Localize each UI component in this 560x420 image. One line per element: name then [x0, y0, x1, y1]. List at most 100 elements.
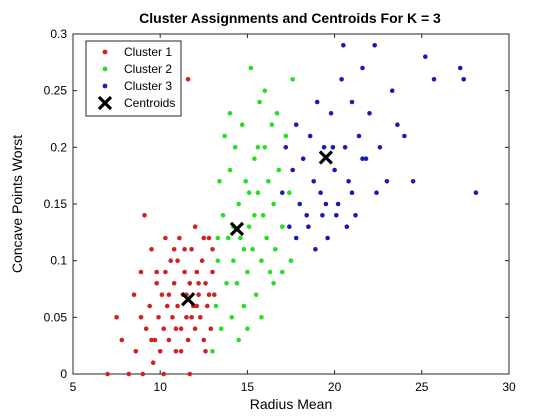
cluster-1-point	[173, 349, 179, 354]
x-axis-label: Radius Mean	[250, 396, 333, 412]
cluster-3-point	[374, 190, 379, 195]
cluster-2-point	[248, 65, 254, 71]
x-tick-label: 15	[241, 380, 255, 394]
cluster-3-point	[346, 179, 351, 184]
cluster-2-point	[283, 133, 289, 139]
cluster-3-point	[423, 54, 428, 59]
x-tick-label: 20	[328, 380, 342, 394]
cluster-2-point	[267, 269, 273, 275]
y-tick-label: 0	[60, 367, 67, 381]
cluster-2-point	[224, 281, 229, 286]
cluster-2-point	[246, 224, 252, 229]
cluster-1-point	[201, 337, 207, 343]
cluster-2-point	[253, 292, 259, 298]
cluster-1-point	[175, 258, 180, 264]
cluster-3-point	[341, 43, 346, 48]
cluster-1-point	[182, 247, 187, 252]
cluster-1-point	[178, 326, 184, 332]
cluster-2-point	[241, 247, 247, 252]
cluster-1-point	[203, 349, 208, 354]
cluster-2-point	[217, 179, 222, 184]
cluster-2-point	[222, 133, 227, 139]
cluster-2-point	[227, 167, 233, 173]
cluster-2-point	[262, 145, 268, 150]
cluster-1-point	[147, 303, 152, 309]
cluster-3-point	[372, 43, 378, 48]
cluster-2-point	[260, 213, 266, 218]
cluster-2-point	[288, 258, 294, 264]
cluster-1-point	[171, 247, 177, 252]
cluster-1-point	[210, 247, 215, 252]
cluster-2-point	[255, 190, 261, 195]
cluster-1-point	[161, 326, 166, 332]
cluster-1-point	[194, 269, 200, 275]
centroid-markers	[180, 150, 334, 307]
cluster-3-point	[473, 190, 479, 195]
cluster-3-point	[335, 201, 341, 207]
cluster-3-point	[402, 133, 407, 139]
cluster-2-point	[259, 315, 264, 320]
cluster-3-point	[389, 88, 395, 93]
cluster-1-point	[163, 235, 168, 241]
cluster-1-point	[126, 371, 132, 377]
cluster-3-point	[306, 224, 311, 229]
cluster-1-point	[185, 337, 191, 343]
centroid-marker	[229, 221, 245, 237]
y-tick-label: 0.05	[44, 310, 68, 324]
cluster-3-point	[304, 213, 310, 218]
cluster-2-point	[271, 201, 276, 207]
cluster-3-point	[330, 145, 336, 150]
cluster-2-point	[218, 326, 224, 332]
cluster-3-point	[344, 224, 350, 229]
y-tick-label: 0.25	[44, 84, 68, 98]
cluster-1-point	[185, 77, 191, 82]
cluster-1-point	[171, 281, 177, 286]
cluster-1-point	[131, 292, 137, 298]
cluster-3-point	[313, 247, 318, 252]
cluster-3-point	[363, 156, 369, 161]
cluster-2-point	[259, 258, 264, 264]
x-tick-label: 30	[502, 380, 516, 394]
cluster-2-point	[280, 269, 285, 275]
cluster-3-point	[314, 99, 320, 105]
cluster-3-point	[293, 235, 299, 241]
cluster-2-point	[252, 156, 257, 161]
cluster-3-point	[360, 156, 365, 161]
legend-label: Cluster 3	[124, 79, 172, 93]
cluster-2-point	[271, 281, 276, 286]
cluster-1-point	[161, 371, 166, 377]
cluster-1-point	[164, 303, 170, 309]
cluster-3-point	[283, 145, 289, 150]
cluster-3-point	[325, 235, 330, 241]
cluster-2-point	[243, 179, 248, 184]
y-tick-label: 0.1	[50, 254, 67, 268]
cluster-2-point	[241, 303, 247, 309]
cluster-3-point	[360, 65, 365, 71]
cluster-1-point	[189, 315, 194, 320]
cluster-1-point	[149, 247, 154, 252]
cluster-1-point	[203, 281, 208, 286]
cluster-3-point	[311, 179, 317, 184]
cluster-2-point	[250, 247, 255, 252]
legend-marker-cluster-2	[102, 66, 108, 72]
cluster-3-point	[318, 190, 323, 195]
axis-ticks: 5 10 15 20 25 30 0 0.05 0.1 0.15 0.2 0.25 0.3	[44, 27, 516, 394]
cluster-3-point	[287, 224, 292, 229]
cluster-2-point	[246, 190, 252, 195]
cluster-1-point	[140, 371, 146, 377]
cluster-2-point	[234, 281, 240, 286]
cluster-2-point	[287, 190, 292, 195]
cluster-1-point	[192, 224, 198, 229]
cluster-2-point	[264, 235, 269, 241]
cluster-3-point	[377, 145, 383, 150]
cluster-2-point	[262, 88, 268, 93]
cluster-1-point	[184, 315, 189, 320]
y-tick-label: 0.3	[50, 27, 67, 41]
cluster-3-point	[332, 167, 337, 173]
cluster-2-point	[245, 269, 250, 275]
cluster-1-point	[198, 315, 203, 320]
cluster-1-point	[154, 281, 159, 286]
cluster-3-point	[307, 133, 313, 139]
cluster-1-point	[201, 235, 207, 241]
